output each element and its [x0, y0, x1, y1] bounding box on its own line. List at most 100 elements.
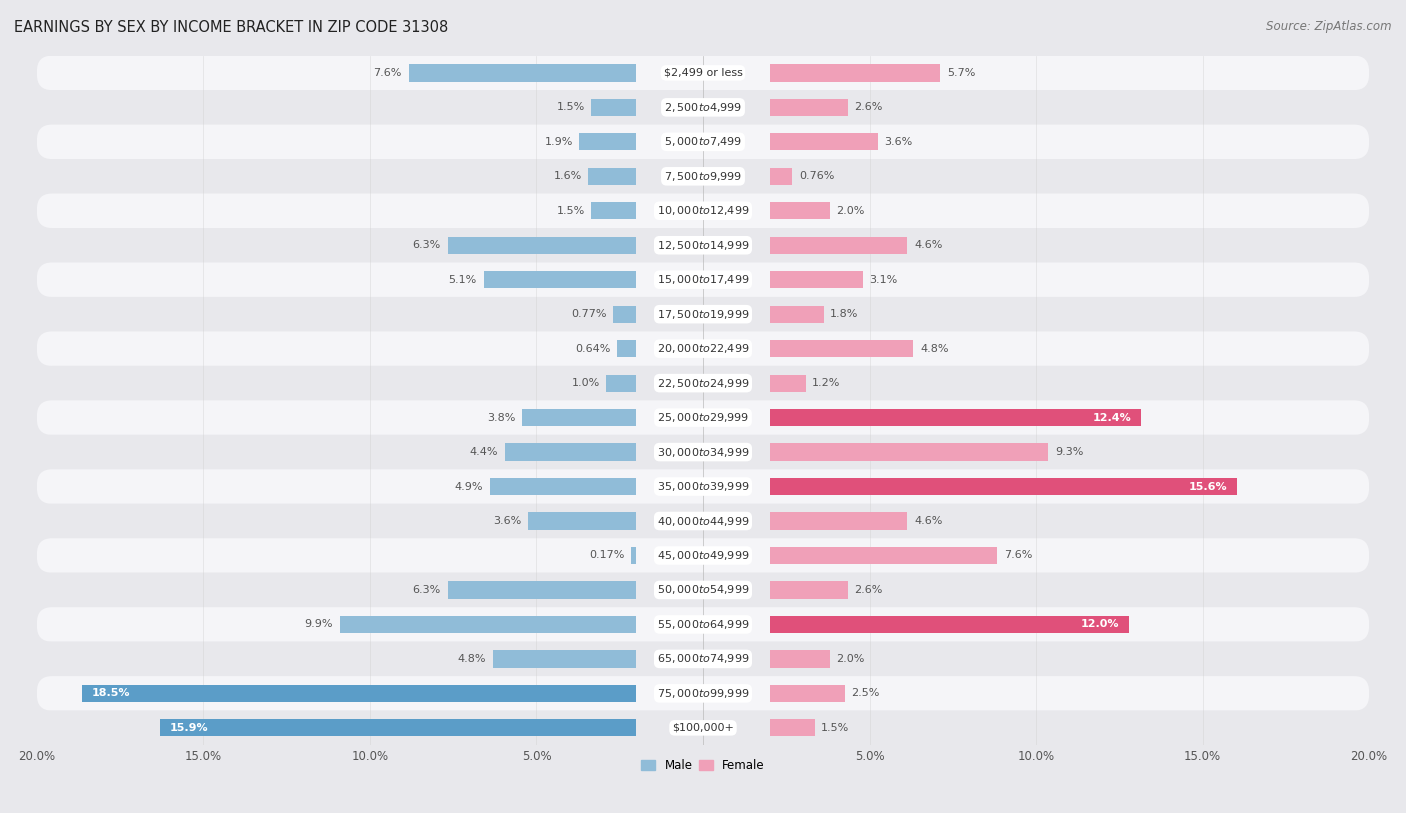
Text: $17,500 to $19,999: $17,500 to $19,999	[657, 307, 749, 320]
Text: 2.0%: 2.0%	[837, 206, 865, 215]
Text: $25,000 to $29,999: $25,000 to $29,999	[657, 411, 749, 424]
Bar	[489, 478, 637, 495]
Bar	[769, 685, 845, 702]
Text: 3.6%: 3.6%	[884, 137, 912, 147]
Text: 3.8%: 3.8%	[488, 413, 516, 423]
Bar	[160, 720, 637, 737]
Text: $40,000 to $44,999: $40,000 to $44,999	[657, 515, 749, 528]
Text: 1.0%: 1.0%	[571, 378, 600, 388]
Bar	[589, 167, 637, 185]
Text: 18.5%: 18.5%	[91, 689, 131, 698]
Text: 1.9%: 1.9%	[544, 137, 572, 147]
Text: 5.7%: 5.7%	[948, 68, 976, 78]
Text: 2.6%: 2.6%	[855, 102, 883, 112]
FancyBboxPatch shape	[37, 711, 1369, 745]
Bar	[769, 340, 914, 357]
Text: 1.5%: 1.5%	[821, 723, 849, 733]
Text: 4.6%: 4.6%	[914, 516, 942, 526]
Text: EARNINGS BY SEX BY INCOME BRACKET IN ZIP CODE 31308: EARNINGS BY SEX BY INCOME BRACKET IN ZIP…	[14, 20, 449, 35]
Text: 4.8%: 4.8%	[920, 344, 949, 354]
Bar	[617, 340, 637, 357]
FancyBboxPatch shape	[37, 297, 1369, 332]
Text: $5,000 to $7,499: $5,000 to $7,499	[664, 135, 742, 148]
Bar	[769, 512, 907, 529]
Text: 9.9%: 9.9%	[305, 620, 333, 629]
Text: $12,500 to $14,999: $12,500 to $14,999	[657, 239, 749, 252]
Bar	[769, 443, 1049, 461]
FancyBboxPatch shape	[37, 366, 1369, 400]
Text: 6.3%: 6.3%	[412, 241, 441, 250]
Text: 4.8%: 4.8%	[457, 654, 486, 664]
Bar	[769, 650, 830, 667]
Bar	[769, 98, 848, 116]
Text: 1.5%: 1.5%	[557, 206, 585, 215]
Text: 1.6%: 1.6%	[554, 172, 582, 181]
Bar	[484, 271, 637, 289]
Text: $45,000 to $49,999: $45,000 to $49,999	[657, 549, 749, 562]
Bar	[769, 167, 793, 185]
Text: 4.6%: 4.6%	[914, 241, 942, 250]
FancyBboxPatch shape	[37, 469, 1369, 504]
Bar	[447, 581, 637, 598]
Text: 0.76%: 0.76%	[799, 172, 834, 181]
FancyBboxPatch shape	[37, 641, 1369, 676]
Text: 2.5%: 2.5%	[851, 689, 880, 698]
Text: 15.9%: 15.9%	[170, 723, 208, 733]
Text: $22,500 to $24,999: $22,500 to $24,999	[657, 376, 749, 389]
Text: $35,000 to $39,999: $35,000 to $39,999	[657, 480, 749, 493]
Text: 12.4%: 12.4%	[1092, 413, 1132, 423]
Text: 7.6%: 7.6%	[374, 68, 402, 78]
Text: $2,500 to $4,999: $2,500 to $4,999	[664, 101, 742, 114]
Text: 9.3%: 9.3%	[1054, 447, 1084, 457]
Text: $75,000 to $99,999: $75,000 to $99,999	[657, 687, 749, 700]
Bar	[769, 581, 848, 598]
Bar	[340, 615, 637, 633]
Bar	[82, 685, 637, 702]
Text: 1.8%: 1.8%	[830, 309, 859, 320]
Text: $55,000 to $64,999: $55,000 to $64,999	[657, 618, 749, 631]
Text: $2,499 or less: $2,499 or less	[664, 68, 742, 78]
Bar	[579, 133, 637, 150]
Text: $30,000 to $34,999: $30,000 to $34,999	[657, 446, 749, 459]
Text: $65,000 to $74,999: $65,000 to $74,999	[657, 652, 749, 665]
FancyBboxPatch shape	[37, 504, 1369, 538]
Text: 0.17%: 0.17%	[589, 550, 624, 560]
FancyBboxPatch shape	[37, 400, 1369, 435]
Bar	[769, 720, 814, 737]
Bar	[769, 615, 1129, 633]
Bar	[769, 202, 830, 220]
Bar	[769, 409, 1142, 426]
Bar	[769, 64, 941, 81]
Bar	[769, 547, 997, 564]
Bar	[769, 375, 806, 392]
Text: 15.6%: 15.6%	[1188, 481, 1227, 492]
Text: 3.1%: 3.1%	[869, 275, 897, 285]
Text: 1.5%: 1.5%	[557, 102, 585, 112]
Text: $100,000+: $100,000+	[672, 723, 734, 733]
Bar	[592, 98, 637, 116]
Bar	[631, 547, 637, 564]
Bar	[592, 202, 637, 220]
Text: 1.2%: 1.2%	[813, 378, 841, 388]
Text: 5.1%: 5.1%	[449, 275, 477, 285]
Text: 12.0%: 12.0%	[1081, 620, 1119, 629]
Text: 6.3%: 6.3%	[412, 585, 441, 595]
Text: $7,500 to $9,999: $7,500 to $9,999	[664, 170, 742, 183]
Bar	[492, 650, 637, 667]
FancyBboxPatch shape	[37, 676, 1369, 711]
FancyBboxPatch shape	[37, 435, 1369, 469]
Bar	[505, 443, 637, 461]
FancyBboxPatch shape	[37, 90, 1369, 124]
FancyBboxPatch shape	[37, 332, 1369, 366]
Text: $20,000 to $22,499: $20,000 to $22,499	[657, 342, 749, 355]
Text: $15,000 to $17,499: $15,000 to $17,499	[657, 273, 749, 286]
FancyBboxPatch shape	[37, 159, 1369, 193]
Bar	[613, 306, 637, 323]
Text: 2.0%: 2.0%	[837, 654, 865, 664]
Text: 4.9%: 4.9%	[454, 481, 482, 492]
Bar	[769, 237, 907, 254]
FancyBboxPatch shape	[37, 55, 1369, 90]
Bar	[769, 271, 862, 289]
Text: 3.6%: 3.6%	[494, 516, 522, 526]
FancyBboxPatch shape	[37, 572, 1369, 607]
